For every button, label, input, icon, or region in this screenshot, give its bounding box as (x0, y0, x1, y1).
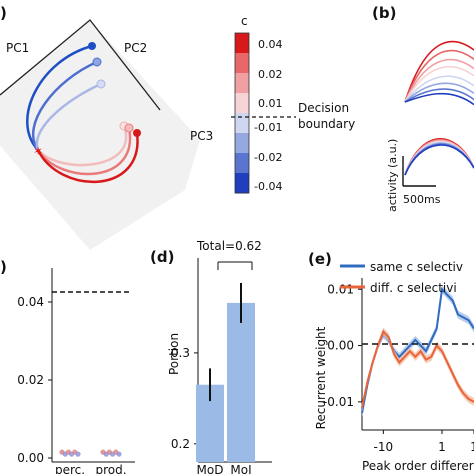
e-ylabel: Recurrent weight (314, 326, 328, 429)
c-point (75, 451, 81, 457)
colorbar-title: c (241, 14, 248, 28)
trajectory-c-n002 (36, 127, 132, 176)
pc1-label: PC1 (6, 41, 29, 55)
endpoint-c-001 (96, 79, 106, 89)
panel-a-label: ) (0, 4, 7, 22)
pc2-label: PC2 (124, 41, 147, 55)
e-ytick-label: 0.01 (327, 282, 354, 296)
recurrent-weight-panel: (e) Recurrent weight Peak order differer… (308, 250, 474, 473)
colorbar-swatch (235, 153, 249, 174)
trajectory-c-001 (35, 82, 102, 151)
c-point (116, 451, 122, 457)
c-ytick-label: 0.04 (17, 295, 44, 309)
legend-label-same: same c selectiv (370, 260, 463, 274)
pca-axis-frame (0, 19, 161, 111)
boundary-label-line2: boundary (298, 117, 355, 131)
d-bar (227, 302, 255, 462)
portion-panel: (d) Total=0.62 Portion 0.2 0.3 MoD MoI (150, 239, 272, 474)
c-ytick-label: 0.00 (17, 451, 44, 465)
pca-panel: ) PC1 PC2 PC3 ✶ (0, 4, 213, 250)
colorbar-swatch (235, 133, 249, 154)
trajectory-c-n001 (37, 125, 128, 167)
e-ytick-label: 0.00 (327, 339, 354, 353)
colorbar-swatch (235, 33, 249, 54)
colorbar-swatch (235, 113, 249, 134)
e-ytick-label: -0.01 (323, 395, 354, 409)
endpoint-c-002 (92, 57, 102, 67)
e-xtick-label: 1 (470, 440, 474, 454)
c-ytick-label: 0.02 (17, 373, 44, 387)
d-xtick-label: MoI (230, 463, 251, 474)
d-ytick-label: 0.2 (171, 437, 190, 451)
colorbar-frame (234, 32, 250, 194)
pca-floor (0, 20, 200, 250)
activity-curve-top (404, 88, 474, 103)
d-ylabel: Portion (167, 333, 181, 375)
d-ticks: 0.2 0.3 MoD MoI (171, 346, 252, 474)
trajectory-c-n004 (36, 132, 139, 184)
activity-curve-top (404, 49, 474, 103)
endpoint-c-n002 (124, 123, 134, 133)
activity-curve-bottom (404, 143, 474, 176)
c-xtick-label: prod. (95, 463, 126, 474)
e-xlabel: Peak order differer (362, 459, 474, 473)
endpoint-c-n004 (133, 129, 141, 137)
activity-curves-top (404, 40, 474, 106)
panel-e-label: (e) (308, 250, 332, 268)
colorbar-swatch (235, 93, 249, 114)
d-title: Total=0.62 (196, 239, 262, 253)
start-star-icon: ✶ (33, 144, 43, 158)
d-bars (196, 282, 255, 462)
c-xtick-label: perc. (55, 463, 85, 474)
colorbar-swatch (235, 53, 249, 74)
selectivity-panel: ) 0.00 0.02 0.04 perc. prod. (0, 258, 135, 474)
trajectory-c-004 (26, 44, 93, 151)
boundary-label-line1: Decision (298, 101, 349, 115)
activity-curve-bottom (404, 142, 474, 176)
e-xtick-label: -10 (374, 440, 394, 454)
activity-curves-bottom (404, 138, 474, 176)
cbar-tick-2: 0.02 (258, 68, 283, 81)
pc3-label: PC3 (190, 129, 213, 143)
activity-ylabel: activity (a.u.) (386, 139, 399, 212)
colorbar-swatches (235, 33, 249, 194)
c-points (59, 449, 122, 457)
e-lines (361, 285, 474, 418)
c-ticks: 0.00 0.02 0.04 perc. prod. (17, 295, 126, 474)
cbar-tick-3: 0.01 (258, 97, 283, 110)
activity-curve-top (404, 40, 474, 103)
colorbar-panel: c 0.04 0.02 0.01 -0.01 -0.02 -0.04 Decis… (231, 14, 355, 194)
e-ticks: 0.01 0.00 -0.01 -10 1 1 (323, 282, 474, 454)
endpoint-c-004 (88, 42, 96, 50)
activity-curve-bottom (404, 144, 474, 176)
panel-d-label: (d) (150, 248, 174, 266)
activity-panel: (b) activity (a.u.) 500ms (372, 4, 474, 212)
d-ytick-label: 0.3 (171, 346, 190, 360)
legend-label-diff: diff. c selectivi (370, 281, 457, 295)
cbar-tick-5: -0.02 (254, 151, 282, 164)
e-series-line (361, 329, 474, 408)
colorbar-swatch (235, 73, 249, 94)
cbar-tick-1: 0.04 (258, 38, 283, 51)
activity-curve-top (404, 92, 474, 106)
trajectory-c-002 (31, 60, 98, 151)
d-xtick-label: MoD (197, 463, 224, 474)
activity-curve-top (404, 66, 474, 103)
activity-curve-top (404, 75, 474, 103)
activity-curve-top (404, 82, 474, 103)
scalebar-label: 500ms (403, 193, 441, 206)
e-xtick-label: 1 (438, 440, 446, 454)
cbar-tick-6: -0.04 (254, 180, 282, 193)
cbar-tick-4: -0.01 (254, 121, 282, 134)
panel-c-label: ) (0, 258, 7, 276)
activity-curve-top (404, 58, 474, 103)
colorbar-swatch (235, 173, 249, 194)
panel-b-label: (b) (372, 4, 396, 22)
